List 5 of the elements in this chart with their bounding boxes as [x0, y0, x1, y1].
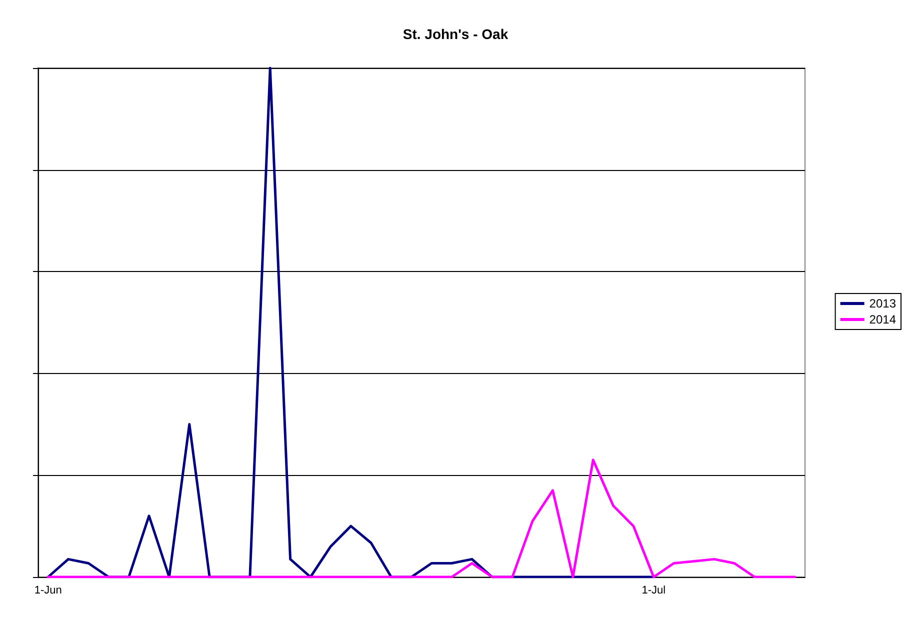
x-tick-label: 1-Jul — [642, 584, 666, 596]
legend-label: 2014 — [869, 312, 896, 326]
x-tick-label: 1-Jun — [34, 584, 62, 596]
legend-label: 2013 — [869, 296, 896, 310]
chart-title: St. John's - Oak — [402, 26, 508, 42]
